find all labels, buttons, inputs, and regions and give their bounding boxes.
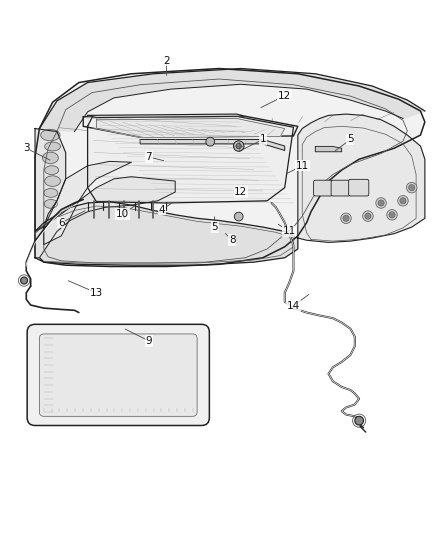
Polygon shape: [35, 177, 175, 258]
Text: 10: 10: [116, 209, 129, 219]
FancyBboxPatch shape: [314, 180, 332, 196]
Text: 4: 4: [159, 205, 166, 215]
Circle shape: [406, 182, 417, 193]
Circle shape: [363, 211, 373, 221]
Circle shape: [409, 184, 415, 191]
Ellipse shape: [42, 152, 58, 164]
Polygon shape: [35, 69, 425, 266]
Circle shape: [389, 212, 395, 218]
Circle shape: [378, 200, 384, 206]
Circle shape: [343, 215, 349, 221]
Text: 3: 3: [23, 143, 30, 154]
Text: 7: 7: [145, 152, 152, 162]
Polygon shape: [298, 114, 425, 243]
Ellipse shape: [44, 199, 57, 208]
Circle shape: [206, 138, 215, 146]
Text: 1: 1: [259, 134, 266, 144]
Ellipse shape: [45, 176, 60, 187]
Circle shape: [234, 212, 243, 221]
Text: 8: 8: [229, 235, 236, 245]
FancyBboxPatch shape: [349, 179, 369, 196]
Circle shape: [21, 277, 28, 284]
Polygon shape: [39, 69, 425, 132]
Polygon shape: [35, 128, 66, 231]
Polygon shape: [44, 161, 131, 245]
Circle shape: [355, 416, 364, 425]
Circle shape: [398, 196, 408, 206]
FancyBboxPatch shape: [331, 180, 350, 196]
Polygon shape: [83, 115, 298, 138]
Text: 12: 12: [278, 91, 291, 101]
Circle shape: [400, 198, 406, 204]
Polygon shape: [88, 114, 245, 118]
Text: 13: 13: [90, 288, 103, 298]
Text: 6: 6: [58, 217, 65, 228]
Polygon shape: [315, 147, 342, 152]
Polygon shape: [140, 140, 285, 150]
Ellipse shape: [45, 142, 60, 151]
Text: 2: 2: [163, 55, 170, 66]
Circle shape: [387, 209, 397, 220]
Polygon shape: [96, 118, 285, 138]
FancyBboxPatch shape: [27, 324, 209, 425]
Text: 11: 11: [283, 227, 296, 237]
Ellipse shape: [45, 166, 59, 174]
Text: 11: 11: [296, 161, 309, 171]
FancyBboxPatch shape: [39, 334, 197, 416]
Text: 14: 14: [287, 301, 300, 311]
Circle shape: [233, 141, 244, 151]
Polygon shape: [35, 201, 298, 265]
Text: 5: 5: [347, 134, 354, 144]
Text: 9: 9: [145, 336, 152, 346]
Ellipse shape: [44, 189, 58, 197]
Circle shape: [236, 143, 241, 149]
Text: 12: 12: [234, 187, 247, 197]
Circle shape: [376, 198, 386, 208]
Polygon shape: [88, 116, 293, 203]
Circle shape: [365, 213, 371, 219]
Text: 5: 5: [211, 222, 218, 232]
Ellipse shape: [41, 130, 60, 141]
Circle shape: [341, 213, 351, 223]
